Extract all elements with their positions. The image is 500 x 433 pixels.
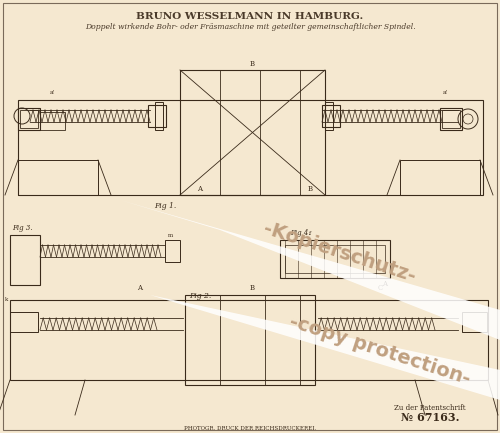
Text: Fig 2.: Fig 2. (189, 292, 211, 300)
Text: Fig 4.: Fig 4. (290, 229, 310, 237)
Polygon shape (150, 295, 500, 400)
Bar (400, 160, 480, 195)
Bar (10, 235, 40, 285)
Text: Fig 3.: Fig 3. (12, 224, 32, 232)
Bar (18, 160, 98, 195)
Bar (18, 100, 483, 195)
Text: B: B (250, 60, 254, 68)
Bar (10, 300, 488, 380)
Text: A: A (198, 185, 202, 193)
Bar (285, 245, 385, 273)
Bar (440, 108, 462, 130)
Bar (280, 240, 390, 278)
Text: f: f (309, 231, 311, 236)
Text: a': a' (49, 90, 55, 95)
Bar (180, 70, 325, 195)
Text: Zu der Patentschrift: Zu der Patentschrift (394, 404, 466, 412)
Text: A: A (382, 280, 388, 288)
Text: B: B (308, 185, 312, 193)
Text: -copy protection-: -copy protection- (287, 312, 473, 388)
Text: Doppelt wirkende Bohr- oder Fräsmaschine mit geteilter gemeinschaftlicher Spinde: Doppelt wirkende Bohr- oder Fräsmaschine… (84, 23, 415, 31)
Text: B: B (250, 284, 254, 292)
Text: A: A (138, 284, 142, 292)
Text: № 67163.: № 67163. (401, 412, 459, 423)
Bar (442, 110, 460, 128)
Text: m: m (168, 233, 173, 238)
Text: BRUNO WESSELMANN IN HAMBURG.: BRUNO WESSELMANN IN HAMBURG. (136, 12, 364, 21)
Text: a': a' (442, 90, 448, 95)
Text: k: k (5, 297, 8, 302)
Bar (155, 102, 163, 130)
Bar (165, 240, 180, 262)
Text: C: C (378, 284, 382, 292)
Bar (18, 108, 40, 130)
Bar (325, 102, 333, 130)
Bar (40, 112, 65, 130)
Polygon shape (120, 200, 500, 340)
Text: Fig 1.: Fig 1. (154, 202, 176, 210)
Bar (148, 105, 166, 127)
Bar (10, 312, 38, 332)
Text: PHOTOGR. DRUCK DER REICHSDRUCKEREI.: PHOTOGR. DRUCK DER REICHSDRUCKEREI. (184, 426, 316, 431)
Bar (322, 105, 340, 127)
Text: -Kopierschutz-: -Kopierschutz- (262, 220, 418, 287)
Bar (185, 295, 315, 385)
Bar (462, 312, 487, 332)
Bar (20, 110, 38, 128)
